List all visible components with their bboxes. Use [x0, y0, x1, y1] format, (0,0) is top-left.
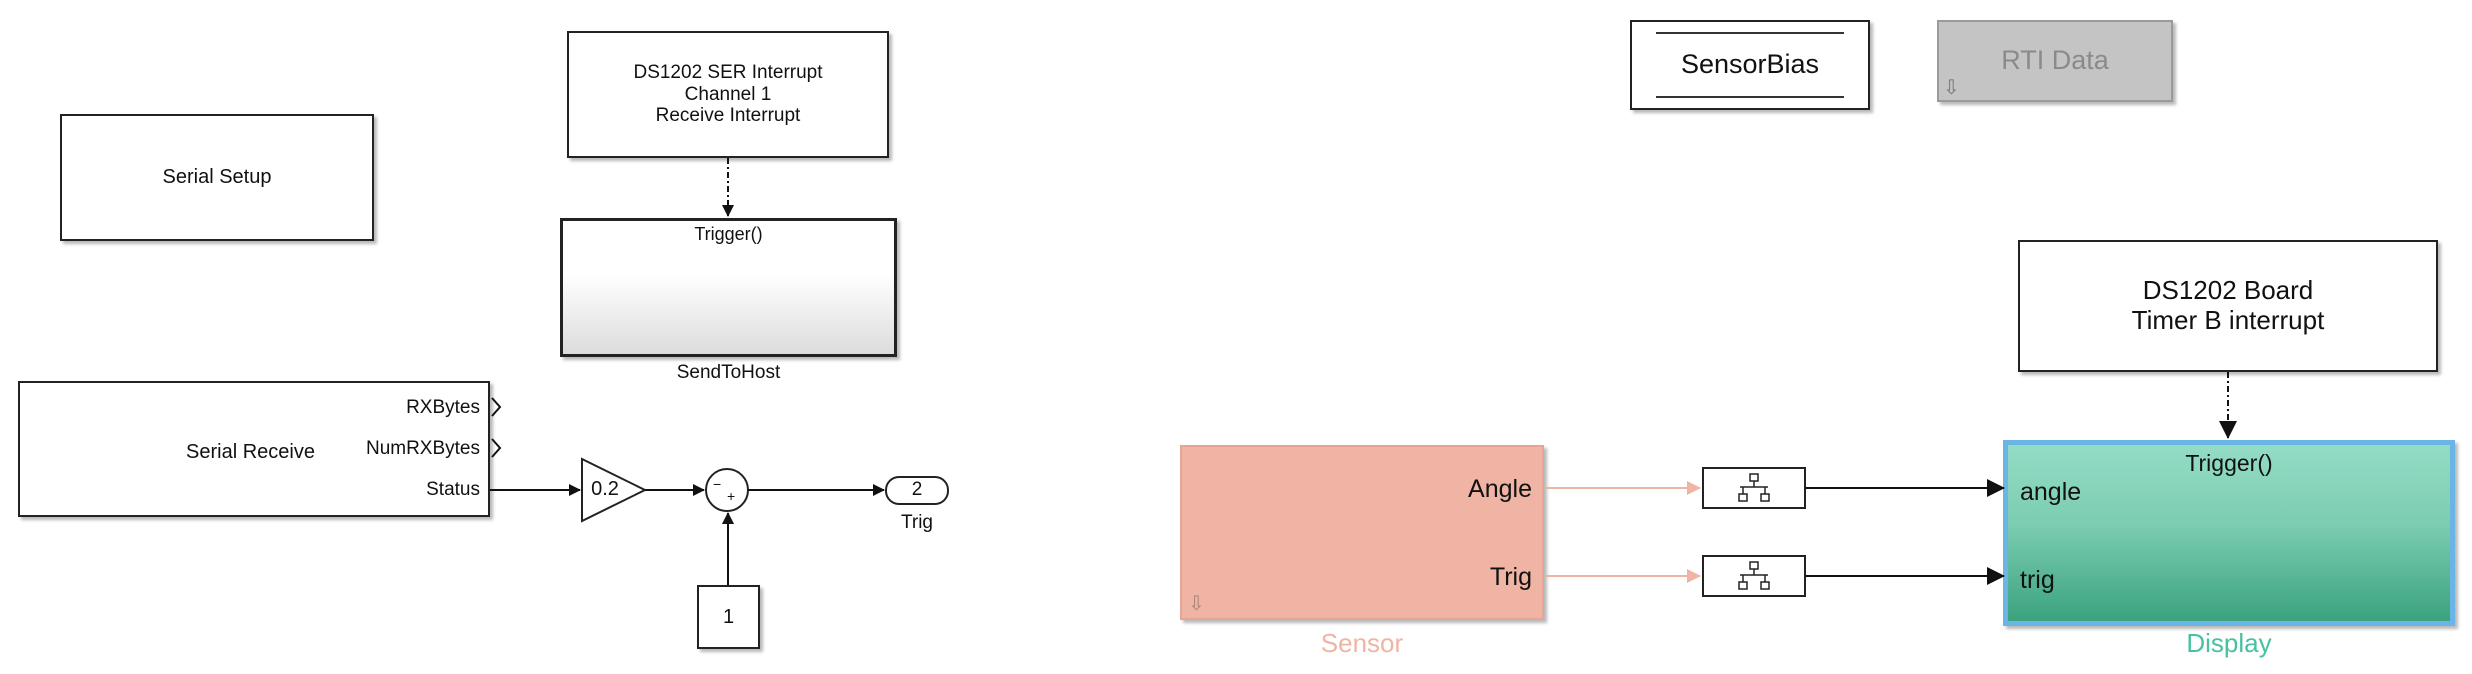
- timer-interrupt-label: DS1202 Board Timer B interrupt: [2131, 275, 2325, 335]
- serial-setup-label: Serial Setup: [162, 166, 272, 188]
- serial-receive-block[interactable]: Serial Receive RXBytes NumRXBytes Status: [18, 381, 490, 517]
- rti-data-block[interactable]: RTI Data ⇩: [1937, 20, 2173, 102]
- sensor-bias-label: SensorBias: [1680, 49, 1820, 80]
- port-arrow-rxbytes: [491, 397, 502, 417]
- sensor-port-trig: Trig: [1489, 563, 1532, 591]
- shortcut-arrow-icon: ⇩: [1188, 593, 1205, 615]
- send-to-host-trigger-label: Trigger(): [694, 224, 763, 244]
- sensor-bias-block[interactable]: SensorBias: [1630, 20, 1870, 110]
- ser-interrupt-label: DS1202 SER Interrupt Channel 1 Receive I…: [633, 61, 823, 127]
- port-arrow-numrxbytes: [491, 438, 502, 458]
- ser-interrupt-block[interactable]: DS1202 SER Interrupt Channel 1 Receive I…: [567, 31, 889, 158]
- outport-trig-number: 2: [911, 479, 923, 500]
- sum-minus-sign: −: [713, 476, 722, 492]
- rate-transition-block-2[interactable]: [1702, 555, 1806, 597]
- display-name: Display: [2186, 628, 2272, 658]
- sensor-subsystem-block[interactable]: Angle Trig ⇩: [1180, 445, 1544, 620]
- sensor-bias-bottom-stripe: [1656, 96, 1844, 98]
- display-port-angle: angle: [2020, 478, 2082, 506]
- timer-interrupt-block[interactable]: DS1202 Board Timer B interrupt: [2018, 240, 2438, 372]
- rate-transition-icon: [1738, 561, 1770, 590]
- send-to-host-name: SendToHost: [676, 362, 781, 383]
- gain-value: 0.2: [591, 478, 619, 500]
- rti-data-label: RTI Data: [2001, 45, 2109, 76]
- constant-value: 1: [722, 605, 735, 628]
- sensor-bias-top-stripe: [1656, 32, 1844, 34]
- port-status: Status: [426, 479, 480, 500]
- serial-receive-label: Serial Receive: [186, 441, 315, 463]
- constant-block[interactable]: 1: [697, 585, 760, 649]
- port-rxbytes: RXBytes: [406, 397, 480, 418]
- display-trigger-label: Trigger(): [2185, 450, 2273, 476]
- port-numrxbytes: NumRXBytes: [365, 438, 480, 459]
- sensor-name: Sensor: [1320, 628, 1404, 658]
- send-to-host-block[interactable]: Trigger(): [560, 218, 897, 357]
- sum-plus-sign: +: [727, 488, 736, 504]
- display-port-trig: trig: [2020, 566, 2055, 594]
- rate-transition-icon: [1738, 473, 1770, 502]
- display-subsystem-block[interactable]: Trigger() angle trig: [2003, 440, 2455, 626]
- outport-trig-name: Trig: [900, 512, 934, 533]
- shortcut-arrow-icon: ⇩: [1943, 77, 1960, 99]
- sensor-port-angle: Angle: [1468, 475, 1532, 503]
- serial-setup-block[interactable]: Serial Setup: [60, 114, 374, 241]
- rate-transition-block-1[interactable]: [1702, 467, 1806, 509]
